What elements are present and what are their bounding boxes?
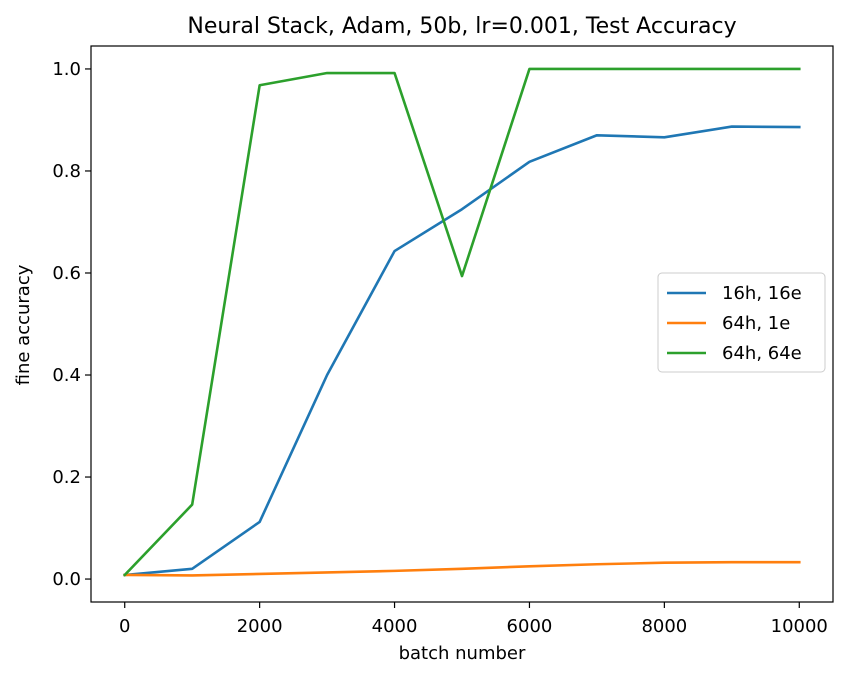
- chart-title: Neural Stack, Adam, 50b, lr=0.001, Test …: [187, 14, 736, 39]
- y-tick-label: 0.0: [52, 569, 81, 590]
- x-tick-label: 10000: [771, 616, 828, 637]
- x-tick-label: 0: [119, 616, 130, 637]
- y-tick-label: 0.8: [52, 161, 81, 182]
- series-line-2: [122, 67, 801, 577]
- legend-label-1: 64h, 1e: [722, 313, 790, 334]
- y-tick-label: 0.6: [52, 263, 81, 284]
- y-tick-label: 0.2: [52, 467, 81, 488]
- legend-label-0: 16h, 16e: [722, 283, 802, 304]
- legend-box: [657, 272, 826, 373]
- x-tick-label: 2000: [237, 616, 283, 637]
- axes-frame: [90, 45, 834, 603]
- series-line-1: [123, 560, 801, 577]
- legend-label-2: 64h, 64e: [722, 343, 802, 364]
- plot-area: 0 2000 4000 6000 8000 10000 0.0 0.2 0.4 0.6 0.8 1.0…: [52, 45, 834, 637]
- y-tick-label: 1.0: [52, 59, 81, 80]
- x-axis-label: batch number: [399, 643, 526, 664]
- x-tick-label: 6000: [507, 616, 553, 637]
- x-tick-label: 4000: [372, 616, 418, 637]
- y-axis-label: fine accuracy: [13, 264, 34, 385]
- y-tick-label: 0.4: [52, 365, 81, 386]
- series-line-0: [123, 125, 801, 577]
- x-tick-label: 8000: [641, 616, 687, 637]
